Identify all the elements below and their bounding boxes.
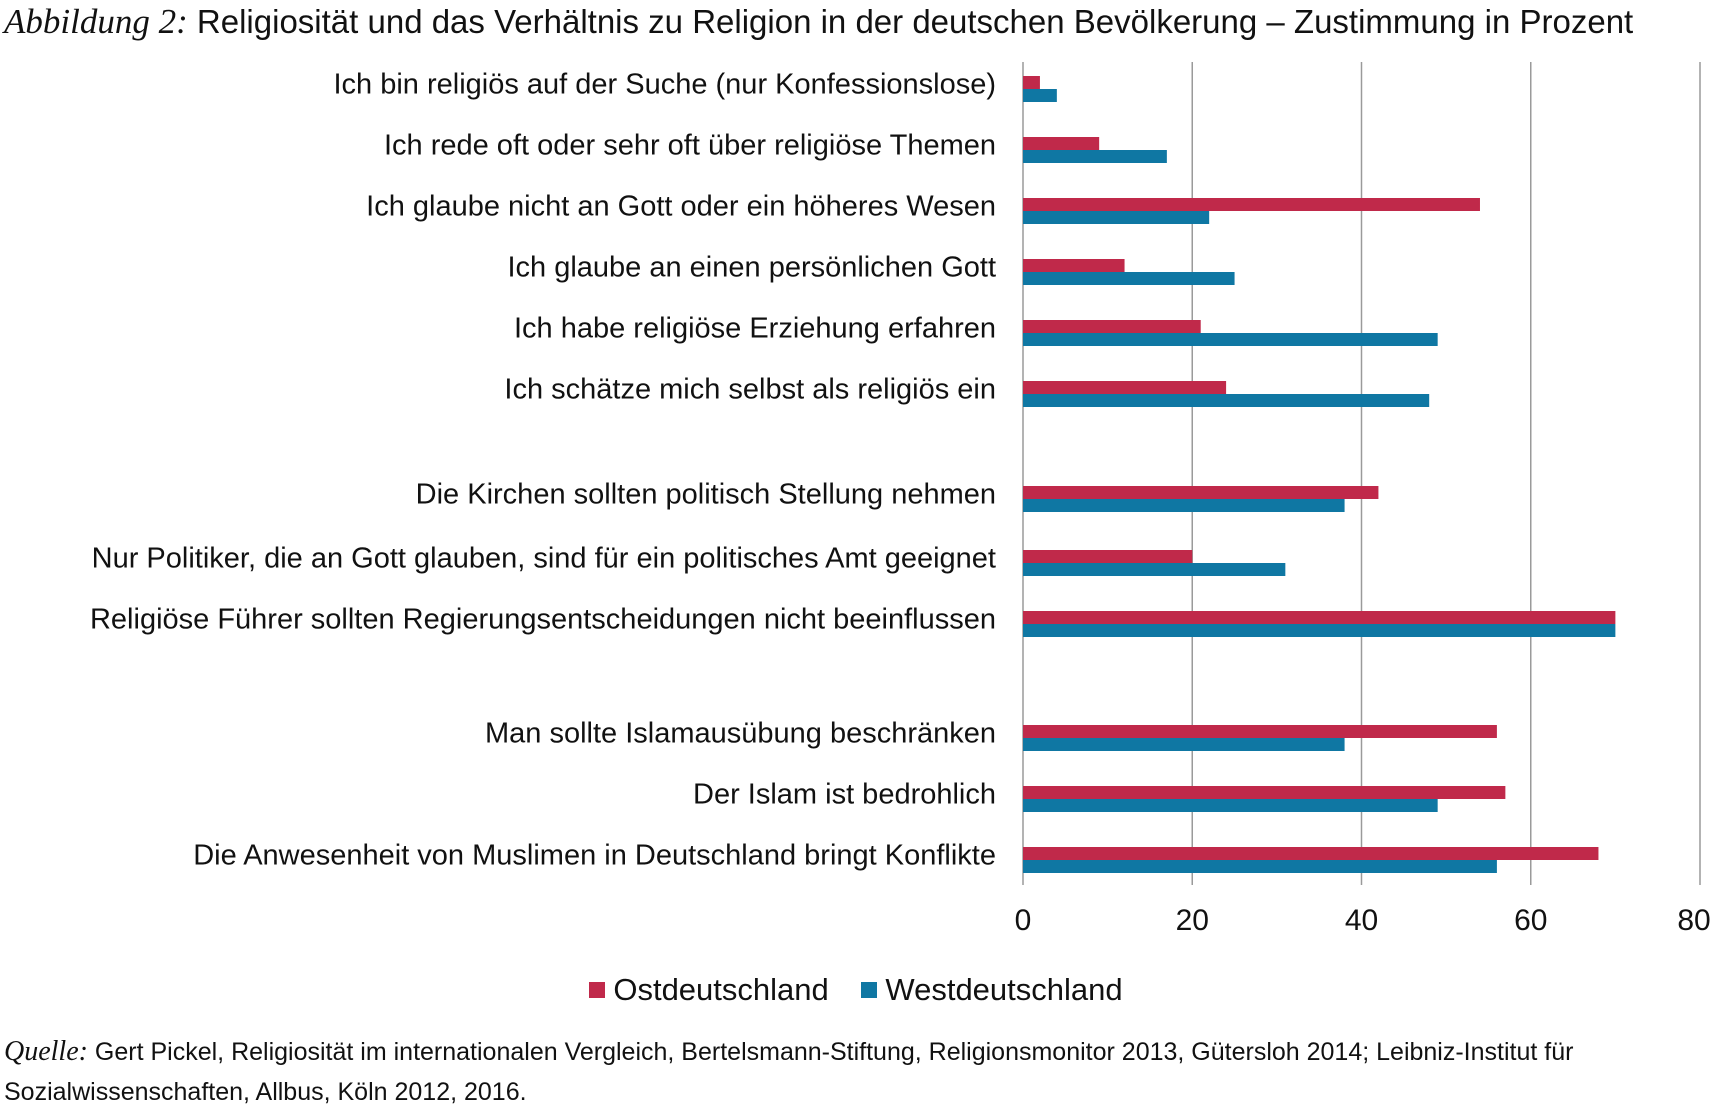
bar-ost-4 (1023, 320, 1201, 333)
legend-label-ost: Ostdeutschland (613, 972, 829, 1007)
category-label-8: Religiöse Führer sollten Regierungsentsc… (90, 604, 996, 636)
bar-west-10 (1023, 799, 1438, 812)
category-label-9: Man sollte Islamausübung beschränken (485, 718, 996, 750)
bar-ost-0 (1023, 76, 1040, 89)
bar-west-9 (1023, 738, 1345, 751)
category-labels: Ich bin religiös auf der Suche (nur Konf… (90, 69, 996, 872)
x-tick-label-0: 0 (1015, 904, 1032, 937)
category-label-4: Ich habe religiöse Erziehung erfahren (514, 313, 996, 345)
bars (1023, 76, 1616, 873)
category-label-5: Ich schätze mich selbst als religiös ein (504, 374, 996, 406)
source-label: Quelle: (4, 1036, 88, 1067)
category-label-2: Ich glaube nicht an Gott oder ein höhere… (366, 191, 996, 223)
legend-item-west: Westdeutschland (861, 972, 1123, 1008)
category-label-3: Ich glaube an einen persönlichen Gott (507, 252, 996, 284)
bar-ost-5 (1023, 381, 1227, 394)
source-text: Gert Pickel, Religiosität im internation… (4, 1038, 1574, 1106)
bar-ost-11 (1023, 847, 1599, 860)
category-label-10: Der Islam ist bedrohlich (693, 779, 996, 811)
category-label-11: Die Anwesenheit von Muslimen in Deutschl… (193, 840, 996, 872)
bar-ost-8 (1023, 611, 1616, 624)
category-label-1: Ich rede oft oder sehr oft über religiös… (384, 130, 996, 162)
bar-west-2 (1023, 211, 1210, 224)
bar-ost-7 (1023, 550, 1193, 563)
x-tick-label-20: 20 (1176, 904, 1209, 937)
grid-lines (1022, 62, 1701, 885)
legend: Ostdeutschland Westdeutschland (0, 970, 1712, 1008)
figure-title: Abbildung 2: Religiosität und das Verhäl… (4, 2, 1633, 42)
bar-west-6 (1023, 499, 1345, 512)
legend-label-west: Westdeutschland (885, 972, 1123, 1007)
figure-label: Abbildung 2: (4, 2, 188, 41)
bar-ost-3 (1023, 259, 1125, 272)
bar-west-3 (1023, 272, 1235, 285)
bar-ost-9 (1023, 725, 1497, 738)
bar-west-8 (1023, 624, 1616, 637)
x-tick-label-40: 40 (1345, 904, 1378, 937)
bar-chart: Ich bin religiös auf der Suche (nur Konf… (90, 62, 1711, 937)
bar-ost-6 (1023, 486, 1379, 499)
bar-west-5 (1023, 394, 1430, 407)
bar-west-11 (1023, 860, 1497, 873)
figure-title-text: Religiosität und das Verhältnis zu Relig… (196, 3, 1634, 40)
source-note: Quelle: Gert Pickel, Religiosität im int… (4, 1032, 1708, 1112)
bar-ost-2 (1023, 198, 1480, 211)
legend-item-ost: Ostdeutschland (589, 972, 829, 1008)
legend-swatch-ost (589, 982, 606, 998)
x-axis-ticks: 0 20 40 60 80 (1015, 904, 1711, 937)
x-tick-label-60: 60 (1514, 904, 1547, 937)
bar-west-7 (1023, 563, 1286, 576)
category-label-7: Nur Politiker, die an Gott glauben, sind… (92, 543, 996, 575)
legend-swatch-west (861, 982, 878, 998)
bar-west-4 (1023, 333, 1438, 346)
category-label-6: Die Kirchen sollten politisch Stellung n… (416, 479, 996, 511)
bar-west-1 (1023, 150, 1167, 163)
bar-ost-10 (1023, 786, 1506, 799)
category-label-0: Ich bin religiös auf der Suche (nur Konf… (333, 69, 996, 101)
x-tick-label-80: 80 (1677, 904, 1710, 937)
bar-ost-1 (1023, 137, 1100, 150)
bar-west-0 (1023, 89, 1057, 102)
